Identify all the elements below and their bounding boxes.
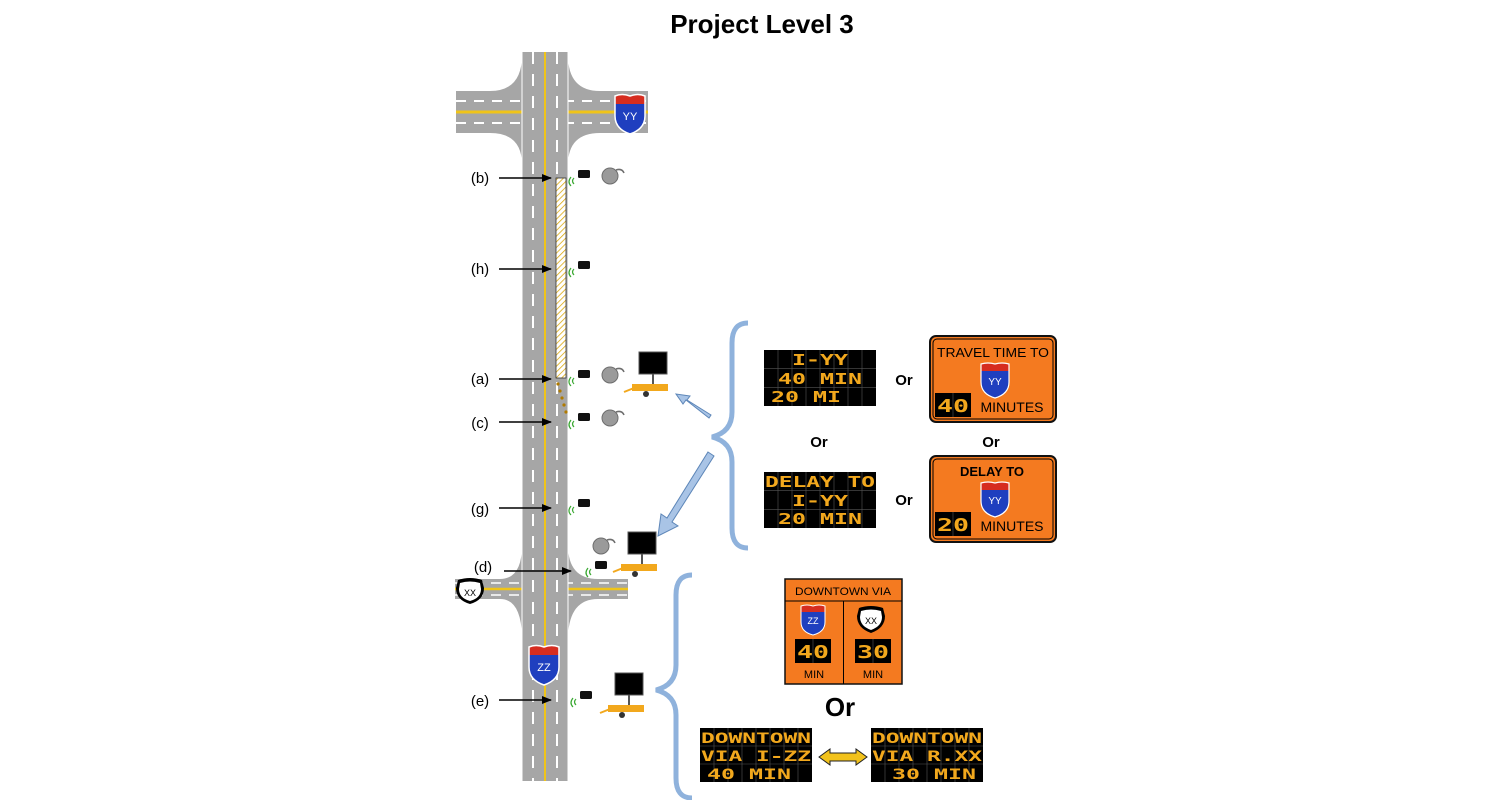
svg-text:20: 20 [937,515,969,536]
dms-delay: DELAY TO I-YY 20 MIN [764,472,876,528]
location-label-h: (h) [471,261,552,278]
dms-line: 20 MIN [778,510,862,528]
location-label-e: (e) [471,693,552,710]
svg-text:(h): (h) [471,261,489,278]
location-label-c: (c) [471,415,552,432]
dms-line: DOWNTOWN [872,731,982,747]
svg-text:DELAY TO: DELAY TO [960,464,1024,479]
detector-icon [568,413,590,430]
camera-icon [592,537,616,555]
svg-text:30: 30 [857,642,889,663]
or-label-large: Or [825,692,855,722]
static-sign-downtown: DOWNTOWN VIA ZZ XX 40 30 MIN MIN [784,578,903,685]
svg-text:MIN: MIN [863,669,883,681]
callout-arrow [674,393,712,419]
callout-arrow [657,451,715,537]
dms-line: I-YY [792,351,848,369]
detector-icon [570,691,592,708]
svg-text:40: 40 [797,642,829,663]
svg-text:YY: YY [988,377,1002,388]
dms-line: 40 MIN [778,370,862,388]
or-label: Or [810,434,828,451]
detector-icon [568,261,590,278]
alternating-double-arrow [818,748,868,766]
portable-dms-icon [599,672,644,718]
portable-dms-icon [612,531,657,577]
dms-line: 40 MIN [707,767,791,783]
brace [655,572,693,800]
dms-line: DOWNTOWN [701,731,811,747]
dms-downtown-xx: DOWNTOWN VIA R.XX 30 MIN [871,728,983,783]
svg-text:(a): (a) [471,371,489,388]
svg-text:MINUTES: MINUTES [981,399,1044,415]
camera-icon [601,366,625,384]
svg-text:40: 40 [937,396,969,417]
static-sign-travel-time: TRAVEL TIME TO YY 40 MINUTES [929,335,1057,423]
portable-dms-icon [623,351,668,397]
svg-text:(d): (d) [474,559,492,576]
svg-text:MIN: MIN [804,669,824,681]
detector-icon [585,561,607,578]
svg-text:YY: YY [988,496,1002,507]
dms-line: VIA R.XX [872,749,983,765]
or-label: Or [895,492,913,509]
interstate-shield-icon: ZZ [528,644,560,686]
svg-text:DOWNTOWN VIA: DOWNTOWN VIA [795,586,892,598]
dms-line: VIA I-ZZ [701,749,811,765]
svg-text:ZZ: ZZ [537,662,551,674]
svg-text:XX: XX [464,588,476,598]
camera-icon [601,409,625,427]
dms-line: DELAY TO [765,473,875,491]
location-label-a: (a) [471,371,552,388]
svg-text:YY: YY [623,111,638,123]
svg-text:(b): (b) [471,170,489,187]
svg-text:(g): (g) [471,501,489,518]
dms-line: I-YY [792,492,848,510]
dms-travel-time: I-YY 40 MIN 20 MI [764,350,876,406]
brace [711,320,749,551]
dms-downtown-zz: DOWNTOWN VIA I-ZZ 40 MIN [700,728,812,783]
detector-icon [568,170,590,187]
location-label-g: (g) [471,501,552,518]
svg-text:MINUTES: MINUTES [981,518,1044,534]
dms-line: 20 MI [771,388,841,406]
or-label: Or [982,434,1000,451]
or-label: Or [895,372,913,389]
route-shield-icon: XX [456,578,484,604]
static-sign-delay: DELAY TO YY 20 MINUTES [929,455,1057,543]
detector-icon [568,370,590,387]
svg-text:(e): (e) [471,693,489,710]
interstate-shield-icon: YY [614,93,646,135]
camera-icon [601,167,625,185]
location-label-d: (d) [474,559,572,576]
svg-text:TRAVEL TIME TO: TRAVEL TIME TO [937,345,1049,360]
location-label-b: (b) [471,170,552,187]
detector-icon [568,499,590,516]
svg-text:ZZ: ZZ [808,616,819,626]
dms-line: 30 MIN [892,767,976,783]
page-title: Project Level 3 [670,9,854,39]
svg-text:(c): (c) [471,415,489,432]
svg-text:XX: XX [865,616,877,626]
